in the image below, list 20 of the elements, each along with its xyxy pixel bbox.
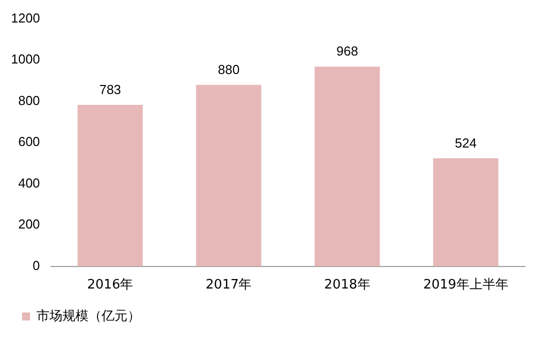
y-tick-label: 600 (18, 134, 40, 150)
data-label: 524 (454, 135, 477, 150)
x-tick-label: 2016年 (87, 278, 134, 293)
x-tick-label: 2019年上半年 (423, 278, 508, 293)
bar (196, 84, 262, 266)
bar (314, 66, 380, 266)
y-tick-label: 1200 (11, 10, 40, 26)
data-label: 880 (218, 62, 240, 77)
x-tick-label: 2017年 (206, 278, 252, 293)
y-tick-label: 0 (32, 258, 40, 273)
legend-label: 市场规模（亿元） (36, 308, 140, 324)
y-tick-label: 400 (18, 175, 40, 190)
data-label: 783 (99, 82, 122, 97)
x-tick-label: 2018年 (324, 278, 370, 293)
y-tick-label: 200 (18, 216, 40, 232)
bar (78, 104, 143, 266)
y-tick-label: 800 (18, 92, 40, 108)
bar (433, 158, 498, 266)
data-label: 968 (336, 44, 358, 59)
y-tick-label: 1000 (11, 52, 40, 67)
